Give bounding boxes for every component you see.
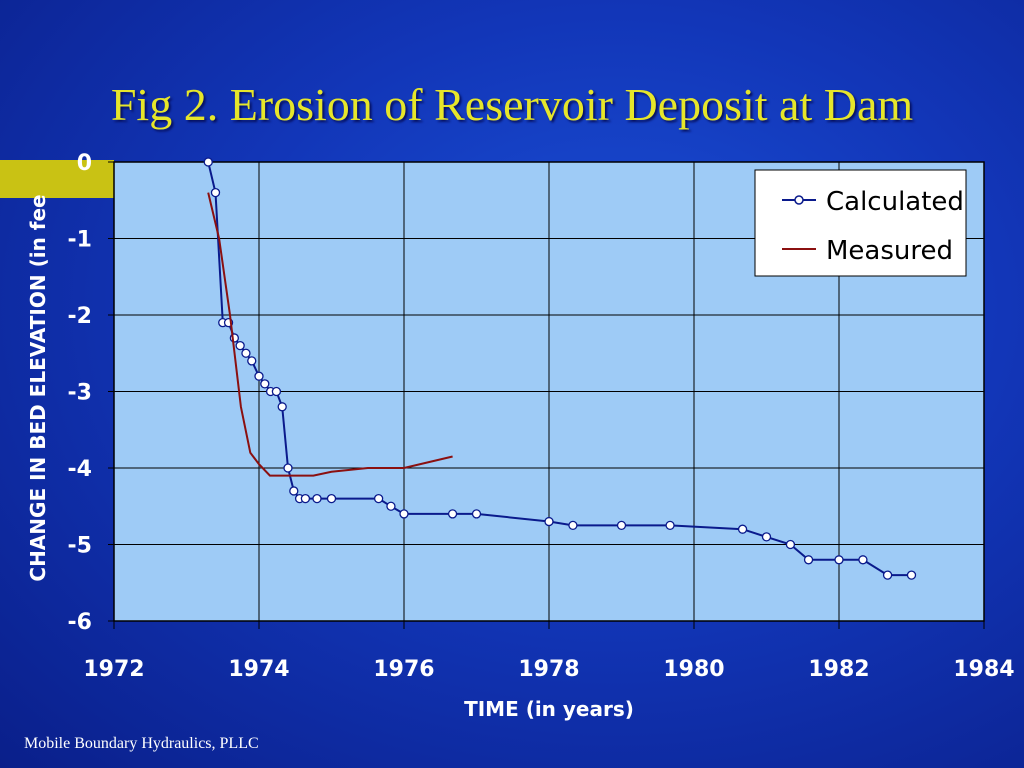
data-point-calculated [906,570,917,580]
legend-calculated-marker [794,195,804,205]
accent-bar [0,160,114,198]
data-point-calculated [616,520,627,531]
x-tick-labels: 1972 1974 1976 1978 1980 1982 1984 [83,657,1014,682]
x-tick-label: 1972 [83,657,144,682]
data-point-calculated [235,340,245,351]
series-line-measured [207,192,453,477]
x-tick-label: 1982 [808,657,869,682]
x-tick-label: 1980 [663,657,724,682]
data-point-calculated [260,379,270,389]
x-tick-label: 1974 [228,657,289,682]
y-tick-label: -4 [68,457,92,482]
data-point-calculated [277,402,287,412]
data-point-calculated [289,486,299,496]
series-group [203,157,917,580]
data-point-calculated [665,520,675,531]
data-point-calculated [447,509,458,519]
data-point-calculated [241,348,251,358]
data-point-calculated [834,555,844,565]
y-tick-label: -3 [68,381,92,406]
data-point-calculated [283,463,293,473]
data-point-calculated [803,555,814,565]
x-tick-label: 1976 [373,657,434,682]
data-point-calculated [300,493,311,504]
footer-credit: Mobile Boundary Hydraulics, PLLC [24,735,259,752]
y-tick-label: -1 [68,228,92,253]
data-point-calculated [373,493,384,504]
grid-lines [108,161,985,629]
legend-box [754,169,967,277]
data-point-calculated [568,520,578,531]
data-point-calculated [203,157,213,167]
legend: Calculated Measured [754,169,967,277]
data-point-calculated [761,532,772,542]
data-point-calculated [471,509,482,519]
x-axis-label: TIME (in years) [464,697,634,721]
data-point-calculated [271,386,282,397]
x-tick-label: 1978 [518,657,579,682]
y-tick-label: -6 [68,610,92,635]
data-point-calculated [247,356,257,366]
legend-calculated-label: Calculated [826,187,964,217]
data-point-calculated [254,371,264,381]
y-tick-label: -2 [68,304,92,329]
data-point-calculated [544,516,554,527]
data-point-calculated [312,493,322,504]
data-point-calculated [785,539,796,550]
data-point-calculated [882,570,893,580]
legend-measured-label: Measured [826,236,953,266]
x-tick-label: 1984 [953,657,1014,682]
y-tick-label: 0 [77,151,92,176]
slide-title: Fig 2. Erosion of Reservoir Deposit at D… [110,79,914,130]
data-point-calculated [326,493,337,504]
y-tick-labels: 0 -1 -2 -3 -4 -5 -6 [68,151,92,635]
data-point-calculated [210,187,221,198]
y-axis-label: CHANGE IN BED ELEVATION (in fee [26,194,50,581]
data-point-calculated [858,555,868,565]
data-point-calculated [399,509,409,519]
y-tick-label: -5 [68,534,92,559]
data-point-calculated [737,524,748,534]
data-point-calculated [386,501,396,511]
